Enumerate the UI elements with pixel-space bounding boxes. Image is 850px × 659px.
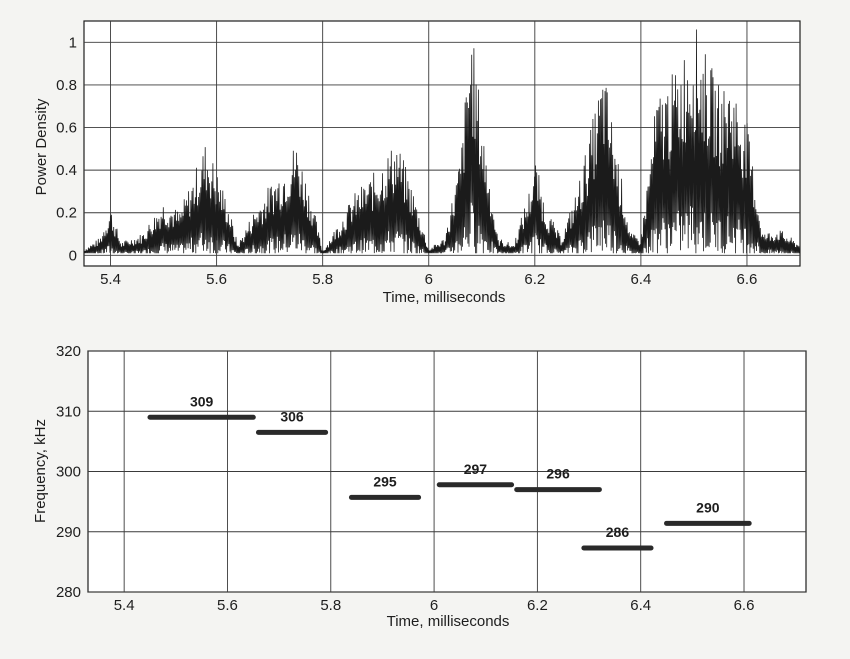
frequency-data-label: 306 — [280, 408, 304, 424]
top-x-tick-label: 6.2 — [524, 271, 545, 288]
bottom-x-tick-label: 6.4 — [630, 597, 651, 614]
top-x-tick-label: 6.6 — [737, 271, 758, 288]
bottom-y-tick-label: 320 — [56, 343, 81, 360]
bottom-x-tick-label: 5.4 — [114, 597, 135, 614]
frequency-data-label: 295 — [373, 473, 397, 489]
frequency-data-label: 297 — [464, 461, 488, 477]
power-density-chart: 0 0.2 0.4 0.6 0.8 1 5.4 5.6 5.8 6 6.2 6.4 6.6 Time,… — [33, 20, 801, 306]
top-y-tick-label: 1 — [69, 34, 77, 51]
bottom-y-tick-label: 280 — [56, 584, 81, 601]
frequency-data-label: 296 — [546, 466, 570, 482]
frequency-data-label: 309 — [190, 393, 214, 409]
top-x-tick-label: 5.4 — [100, 271, 121, 288]
top-x-tick-label: 6.4 — [630, 271, 651, 288]
frequency-data-label: 286 — [606, 524, 630, 540]
bottom-y-tick-label: 310 — [56, 403, 81, 420]
bottom-y-ticks: 280 290 300 310 320 — [56, 343, 81, 601]
frequency-chart: 309 306 295 297 296 286 290 280 290 300 310 320 5.… — [32, 343, 807, 630]
bottom-x-tick-label: 5.6 — [217, 597, 238, 614]
top-y-tick-label: 0.8 — [56, 77, 77, 94]
bottom-y-tick-label: 290 — [56, 524, 81, 541]
top-y-axis-label: Power Density — [33, 98, 50, 195]
bottom-marks: 309 306 295 297 296 286 290 — [147, 393, 752, 551]
bottom-x-tick-label: 6.6 — [734, 597, 755, 614]
top-x-ticks: 5.4 5.6 5.8 6 6.2 6.4 6.6 — [100, 271, 757, 288]
bottom-x-tick-label: 6.2 — [527, 597, 548, 614]
power-density-trace — [83, 29, 801, 254]
top-x-axis-label: Time, milliseconds — [383, 289, 506, 306]
bottom-y-tick-label: 300 — [56, 464, 81, 481]
bottom-x-ticks: 5.4 5.6 5.8 6 6.2 6.4 6.6 — [114, 597, 755, 614]
bottom-grid — [88, 350, 806, 593]
top-y-ticks: 0 0.2 0.4 0.6 0.8 1 — [56, 34, 77, 264]
bottom-y-axis-label: Frequency, kHz — [32, 419, 49, 523]
top-y-tick-label: 0.2 — [56, 205, 77, 222]
top-x-tick-label: 5.6 — [206, 271, 227, 288]
top-y-tick-label: 0.4 — [56, 162, 77, 179]
bottom-x-tick-label: 5.8 — [320, 597, 341, 614]
top-x-tick-label: 5.8 — [312, 271, 333, 288]
top-x-tick-label: 6 — [425, 271, 433, 288]
top-y-tick-label: 0 — [69, 247, 77, 264]
top-marks — [83, 29, 801, 254]
top-y-tick-label: 0.6 — [56, 120, 77, 137]
bottom-x-tick-label: 6 — [430, 597, 438, 614]
bottom-x-axis-label: Time, milliseconds — [387, 613, 510, 630]
frequency-data-label: 290 — [696, 499, 720, 515]
